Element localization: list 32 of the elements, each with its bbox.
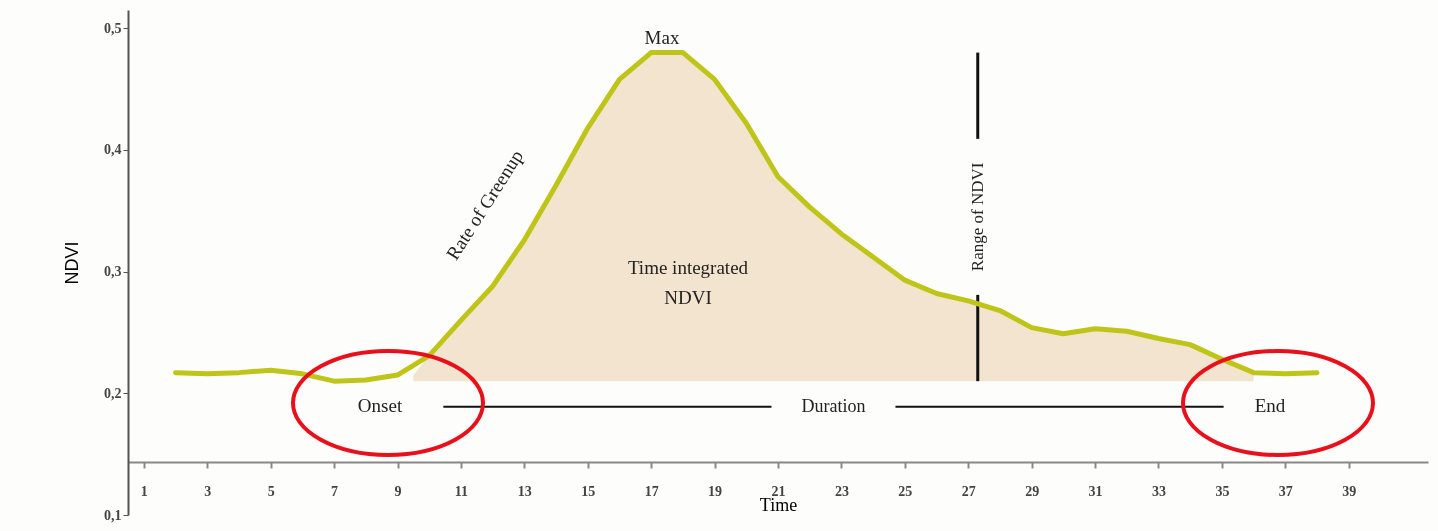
x-tick-label: 35 (1215, 483, 1230, 499)
x-tick-label: 19 (708, 483, 723, 499)
y-tick-label: 0,1 (104, 507, 122, 523)
annotation: Time integrated NDVI (627, 257, 749, 308)
x-tick-label: 23 (834, 483, 849, 499)
x-tick-label: 27 (961, 483, 976, 499)
y-tick-label: 0,2 (104, 385, 122, 401)
y-tick-label: 0,3 (104, 264, 122, 280)
x-tick-label: 5 (267, 483, 275, 499)
annotation: Onset (357, 395, 403, 416)
x-tick-label: 25 (898, 483, 913, 499)
x-tick-label: 33 (1151, 483, 1166, 499)
x-tick-label: 11 (454, 483, 469, 499)
x-tick-label: 31 (1088, 483, 1103, 499)
x-tick-label: 15 (581, 483, 596, 499)
x-tick-label: 3 (204, 483, 212, 499)
x-tick-label: 37 (1278, 483, 1293, 499)
annotation: End (1254, 395, 1286, 416)
y-tick-label: 0,4 (104, 142, 122, 158)
y-tick-label: 0,5 (104, 20, 122, 36)
x-tick-label: 29 (1025, 483, 1040, 499)
x-tick-label: 1 (140, 483, 148, 499)
y-axis-title: NDVI (62, 241, 82, 285)
ref-line-label: Range of NDVI (967, 162, 987, 272)
x-tick-label: 7 (331, 483, 339, 499)
ref-line-label: Duration (801, 395, 866, 416)
annotation: Max (644, 27, 680, 48)
x-tick-label: 17 (644, 483, 659, 499)
x-tick-label: 9 (394, 483, 402, 499)
x-tick-label: 39 (1342, 483, 1357, 499)
x-tick-label: 13 (517, 483, 532, 499)
x-tick-label: 21 (771, 483, 786, 499)
